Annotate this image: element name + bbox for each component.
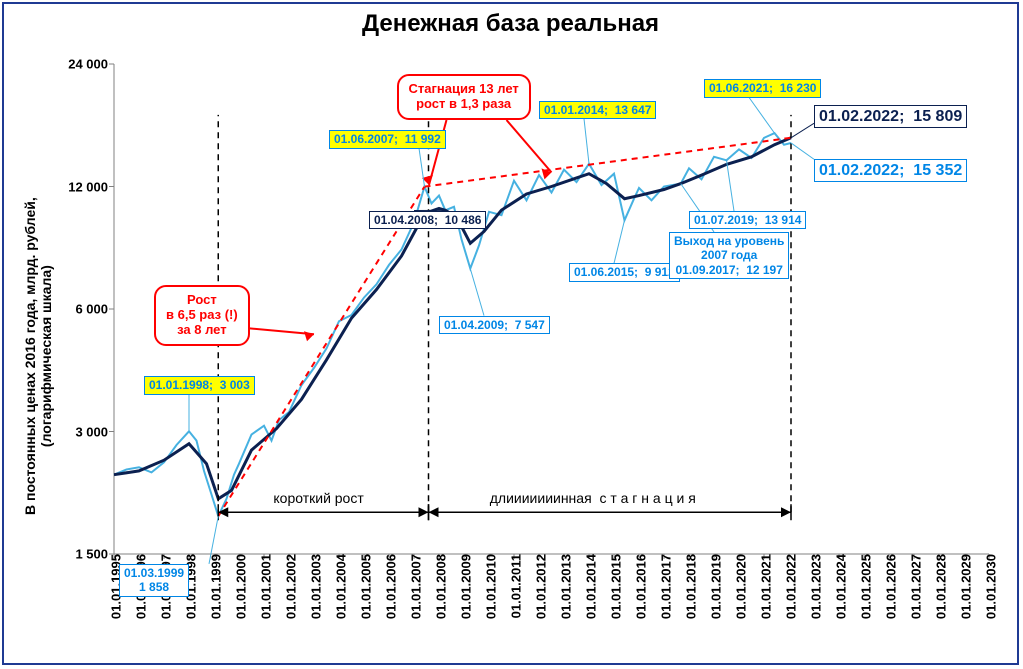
y-tick-label: 24 000 [68, 57, 114, 72]
x-tick-label: 01.01.2025 [855, 554, 874, 619]
x-tick-label: 01.01.2020 [730, 554, 749, 619]
x-tick-label: 01.01.2002 [280, 554, 299, 619]
callout-stagnation: Стагнация 13 лет рост в 1,3 раза [397, 74, 531, 120]
y-tick-label: 6 000 [75, 302, 114, 317]
x-tick-label: 01.01.2022 [780, 554, 799, 619]
period-label-growth: короткий рост [273, 490, 363, 506]
x-tick-label: 01.01.2019 [705, 554, 724, 619]
x-tick-label: 01.01.2026 [880, 554, 899, 619]
x-tick-label: 01.01.2029 [955, 554, 974, 619]
x-tick-label: 01.01.2015 [605, 554, 624, 619]
x-tick-label: 01.01.2030 [980, 554, 999, 619]
y-tick-label: 12 000 [68, 179, 114, 194]
x-tick-label: 01.01.2016 [630, 554, 649, 619]
x-tick-label: 01.01.1999 [205, 554, 224, 619]
data-label-p1998: 01.01.1998; 3 003 [144, 376, 255, 394]
x-tick-label: 01.01.2014 [580, 554, 599, 619]
y-axis-label: В постоянных ценах 2016 года, млрд. рубл… [22, 197, 54, 515]
x-tick-label: 01.01.2009 [455, 554, 474, 619]
x-tick-label: 01.01.2007 [405, 554, 424, 619]
x-tick-label: 01.01.2008 [430, 554, 449, 619]
chart-frame: Денежная база реальная В постоянных цена… [2, 2, 1019, 665]
data-label-p2019: 01.07.2019; 13 914 [689, 211, 806, 229]
x-tick-label: 01.01.2001 [255, 554, 274, 619]
x-tick-label: 01.01.2024 [830, 554, 849, 619]
y-tick-label: 3 000 [75, 424, 114, 439]
x-tick-label: 01.01.2021 [755, 554, 774, 619]
data-label-p1999: 01.03.1999 1 858 [119, 564, 189, 597]
data-label-p2017: Выход на уровень 2007 года 01.09.2017; 1… [669, 232, 789, 279]
x-tick-label: 01.01.2006 [380, 554, 399, 619]
x-tick-label: 01.01.2010 [480, 554, 499, 619]
data-label-p2007: 01.06.2007; 11 992 [329, 130, 446, 148]
x-tick-label: 01.01.2004 [330, 554, 349, 619]
data-label-p2022b: 01.02.2022; 15 352 [814, 159, 967, 182]
x-tick-label: 01.01.2012 [530, 554, 549, 619]
x-tick-label: 01.01.2000 [230, 554, 249, 619]
data-label-p2014: 01.01.2014; 13 647 [539, 101, 656, 119]
period-label-stagnation: длииииииинная с т а г н а ц и я [490, 490, 696, 506]
callout-growth: Рост в 6,5 раз (!) за 8 лет [154, 285, 250, 346]
data-label-p2009: 01.04.2009; 7 547 [439, 316, 550, 334]
x-tick-label: 01.01.2023 [805, 554, 824, 619]
x-tick-label: 01.01.2011 [505, 554, 524, 618]
x-tick-label: 01.01.2028 [930, 554, 949, 619]
data-label-p2022a: 01.02.2022; 15 809 [814, 105, 967, 128]
x-tick-label: 01.01.2003 [305, 554, 324, 619]
x-tick-label: 01.01.2013 [555, 554, 574, 619]
data-label-p2021: 01.06.2021; 16 230 [704, 79, 821, 97]
data-label-p2015: 01.06.2015; 9 912 [569, 263, 680, 281]
x-tick-label: 01.01.2005 [355, 554, 374, 619]
x-tick-label: 01.01.2027 [905, 554, 924, 619]
x-tick-label: 01.01.2018 [680, 554, 699, 619]
data-label-p2008: 01.04.2008; 10 486 [369, 211, 486, 229]
chart-title: Денежная база реальная [4, 10, 1017, 38]
x-tick-label: 01.01.2017 [655, 554, 674, 619]
